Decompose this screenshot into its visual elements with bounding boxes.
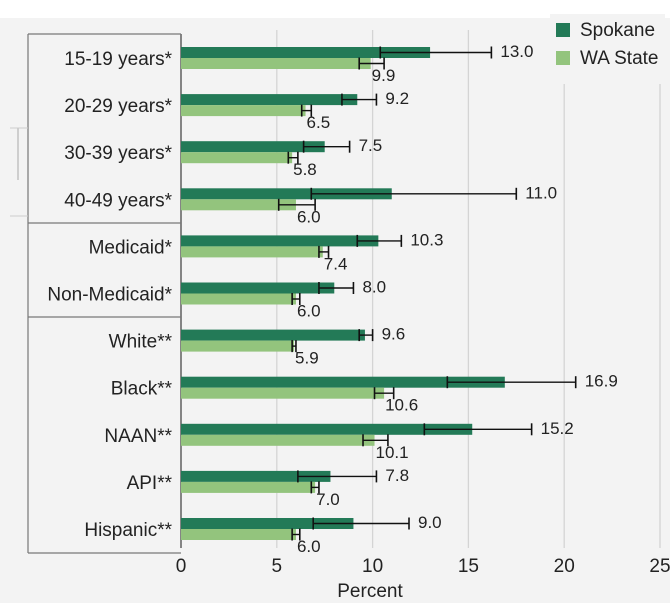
value-label: 16.9 [585,372,618,391]
value-label: 13.0 [500,42,533,61]
category-label: Non-Medicaid* [47,285,172,306]
value-labels: 13.0 9.9 9.2 6.5 7.5 5.8 11.0 6.0 10.3 7.4 8.0 6.0 9… [293,42,618,556]
category-label: 15-19 years* [64,49,172,70]
x-axis-title: Percent [337,581,403,602]
value-label: 6.0 [297,207,321,226]
y-axis-labels: 15-19 years* 20-29 years* 30-39 years* 40-4… [47,49,172,541]
category-label: 40-49 years* [64,190,172,211]
value-label: 9.9 [372,66,396,85]
bar-wa-state [181,340,295,352]
bar-wa-state [181,434,375,446]
value-label: 5.9 [295,349,319,368]
x-tick-label: 20 [554,556,575,577]
error-bars [277,46,577,541]
value-label: 6.5 [307,113,331,132]
bars [181,47,505,540]
bar-spokane [181,518,354,529]
bar-spokane [181,188,392,200]
x-tick-label: 5 [272,556,283,577]
value-label: 6.0 [297,302,321,321]
value-label: 10.1 [376,443,409,462]
x-tick-label: 25 [649,556,670,577]
bar-spokane [181,235,379,247]
value-label: 5.8 [293,160,317,179]
category-label: NAAN** [104,426,172,447]
value-label: 7.4 [324,254,348,273]
category-label: White** [109,332,173,353]
category-label: Hispanic** [84,520,172,541]
bar-spokane [181,423,473,435]
bar-spokane [181,376,505,388]
x-tick-label: 10 [362,556,383,577]
category-label: Medicaid* [89,237,173,258]
bar-spokane [181,47,431,58]
bar-spokane [181,141,325,153]
bar-wa-state [181,246,323,258]
value-label: 10.3 [410,230,443,249]
group-divider-lines [10,33,181,554]
value-label: 9.0 [418,513,442,532]
value-label: 9.2 [385,89,409,108]
x-axis-ticks: 0 5 10 15 20 25 [176,556,670,577]
value-label: 8.0 [362,278,386,297]
bar-wa-state [181,152,293,164]
x-tick-label: 0 [176,556,187,577]
bar-wa-state [181,105,306,117]
legend-label: Spokane [580,20,655,41]
x-tick-label: 15 [458,556,479,577]
category-label: 20-29 years* [64,96,172,117]
bar-wa-state [181,293,296,305]
bar-spokane [181,470,331,482]
value-label: 9.6 [382,325,406,344]
bar-spokane [181,282,335,294]
bar-spokane [181,94,358,106]
bar-wa-state [181,58,371,69]
legend-label: WA State [580,48,659,69]
plot-background [0,18,670,603]
legend-swatch [556,23,570,37]
bar-wa-state [181,387,385,399]
bar-wa-state [181,481,316,493]
value-label: 7.8 [385,466,409,485]
bar-wa-state [181,199,296,211]
value-label: 7.0 [316,490,340,509]
bar-wa-state [181,529,296,540]
value-label: 10.6 [385,396,418,415]
legend: Spokane WA State [550,14,665,84]
bar-spokane [181,329,365,341]
category-label: API** [127,473,173,494]
value-label: 6.0 [297,537,321,556]
value-label: 11.0 [525,183,557,202]
legend-swatch [556,51,570,65]
value-label: 15.2 [541,419,574,438]
category-label: 30-39 years* [64,143,172,164]
value-label: 7.5 [359,136,383,155]
category-label: Black** [111,379,173,400]
